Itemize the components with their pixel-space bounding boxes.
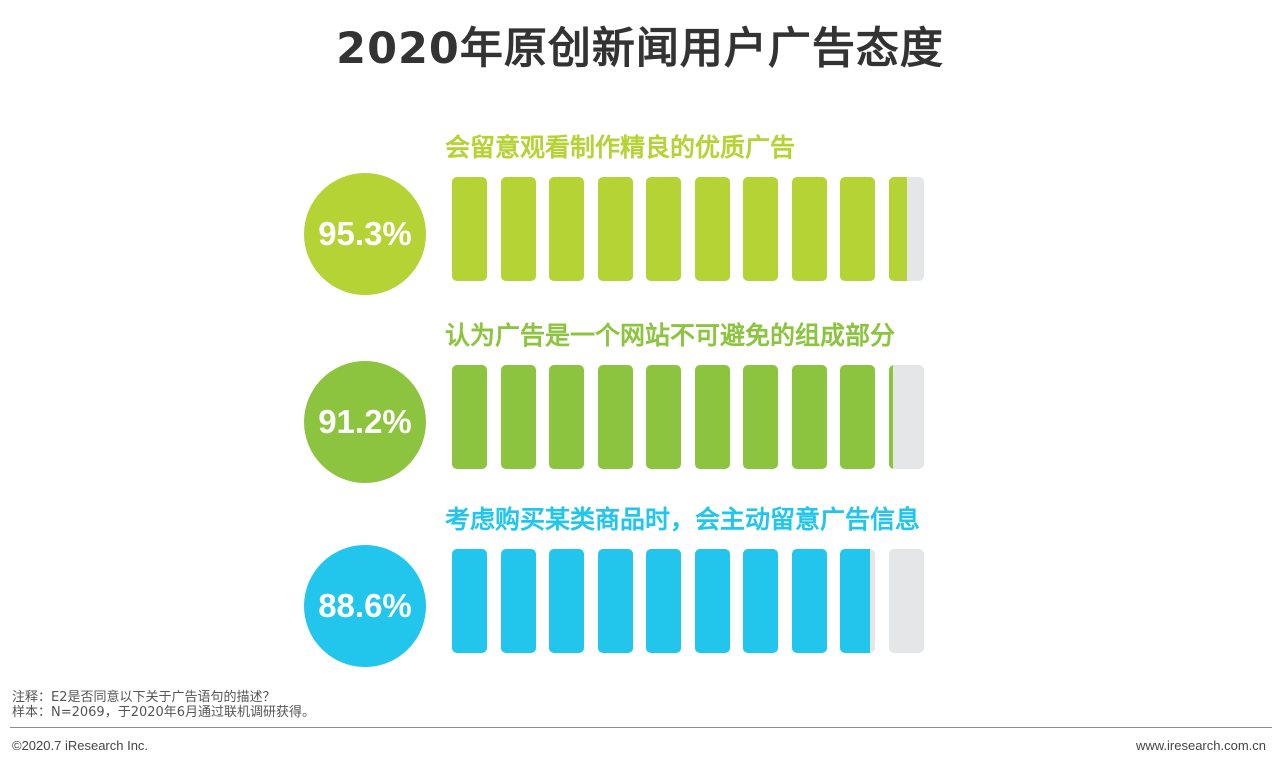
bar-segment bbox=[888, 177, 924, 281]
data-label: 91.2% bbox=[318, 403, 412, 440]
bar-fill bbox=[694, 177, 730, 281]
bar-segment bbox=[694, 549, 730, 653]
chart-row-2: 考虑购买某类商品时，会主动留意广告信息 88.6% bbox=[0, 500, 1280, 680]
bar-fill bbox=[549, 549, 584, 653]
bar-segment bbox=[500, 549, 536, 653]
bar-fill bbox=[743, 549, 778, 653]
bar-segment bbox=[597, 365, 633, 469]
bar-fill bbox=[791, 549, 827, 653]
chart-title: 2020年原创新闻用户广告态度 bbox=[336, 24, 944, 74]
chart-row-1: 认为广告是一个网站不可避免的组成部分 91.2% bbox=[0, 316, 1280, 496]
bar-fill bbox=[646, 177, 681, 281]
bar-segment bbox=[452, 365, 487, 469]
bar-segment bbox=[500, 177, 536, 281]
bar-fill bbox=[597, 177, 633, 281]
footnotes: 注释：E2是否同意以下关于广告语句的描述？ 样本：N=2069，于2020年6月… bbox=[12, 690, 315, 720]
bar-segment bbox=[597, 549, 633, 653]
bar-segment bbox=[743, 177, 778, 281]
bar-fill bbox=[500, 365, 536, 469]
website-link[interactable]: www.iresearch.com.cn bbox=[1135, 738, 1266, 753]
bar-segment bbox=[743, 365, 778, 469]
bar-fill bbox=[500, 549, 536, 653]
bar-segment bbox=[452, 177, 487, 281]
bar-fill bbox=[597, 365, 633, 469]
bar-segment bbox=[549, 549, 584, 653]
bar-fill bbox=[840, 365, 875, 469]
bar-segment bbox=[549, 365, 584, 469]
bar-segment bbox=[646, 365, 681, 469]
bar-fill bbox=[694, 549, 730, 653]
footer-divider bbox=[10, 727, 1272, 728]
chart-row-0: 会留意观看制作精良的优质广告 95.3% bbox=[0, 128, 1280, 308]
bar-segment bbox=[888, 365, 924, 469]
bar-segment bbox=[694, 365, 730, 469]
bar-fill bbox=[888, 365, 893, 469]
bar-fill bbox=[694, 365, 730, 469]
bar-segment bbox=[888, 549, 924, 653]
bar-segment bbox=[791, 177, 827, 281]
value-circle: 88.6% bbox=[304, 545, 426, 667]
category-label: 认为广告是一个网站不可避免的组成部分 bbox=[445, 321, 896, 350]
bar-fill bbox=[888, 177, 908, 281]
bar-segment bbox=[743, 549, 778, 653]
bar-segment bbox=[646, 549, 681, 653]
bar-fill bbox=[743, 365, 778, 469]
bar-fill bbox=[597, 549, 633, 653]
bar-segment bbox=[452, 549, 487, 653]
bar-segment bbox=[840, 365, 875, 469]
bar-fill bbox=[646, 549, 681, 653]
bar-segment bbox=[646, 177, 681, 281]
bar-segment bbox=[597, 177, 633, 281]
bar-track bbox=[452, 177, 932, 281]
bar-fill bbox=[549, 365, 584, 469]
bar-segment bbox=[500, 365, 536, 469]
bar-fill bbox=[791, 177, 827, 281]
bar-fill bbox=[743, 177, 778, 281]
sample-text: 样本：N=2069，于2020年6月通过联机调研获得。 bbox=[12, 705, 316, 720]
bar-track bbox=[452, 549, 932, 653]
category-label: 考虑购买某类商品时，会主动留意广告信息 bbox=[445, 505, 921, 534]
bar-segment bbox=[791, 549, 827, 653]
bar-segment bbox=[840, 177, 875, 281]
value-circle: 95.3% bbox=[304, 173, 426, 295]
bar-fill bbox=[840, 549, 871, 653]
data-label: 95.3% bbox=[318, 215, 412, 252]
bar-fill bbox=[452, 549, 487, 653]
bar-segment bbox=[549, 177, 584, 281]
bar-fill bbox=[500, 177, 536, 281]
note-text: 注释：E2是否同意以下关于广告语句的描述？ bbox=[12, 690, 276, 705]
bar-fill bbox=[840, 177, 875, 281]
bar-segment bbox=[791, 365, 827, 469]
bar-fill bbox=[452, 365, 487, 469]
copyright: ©2020.7 iResearch Inc. bbox=[12, 738, 149, 753]
bar-fill bbox=[646, 365, 681, 469]
bar-fill bbox=[452, 177, 487, 281]
category-label: 会留意观看制作精良的优质广告 bbox=[445, 133, 796, 162]
bar-segment bbox=[694, 177, 730, 281]
bar-fill bbox=[791, 365, 827, 469]
bar-track bbox=[452, 365, 932, 469]
bar-fill bbox=[549, 177, 584, 281]
data-label: 88.6% bbox=[318, 587, 412, 624]
value-circle: 91.2% bbox=[304, 361, 426, 483]
bar-segment bbox=[840, 549, 875, 653]
